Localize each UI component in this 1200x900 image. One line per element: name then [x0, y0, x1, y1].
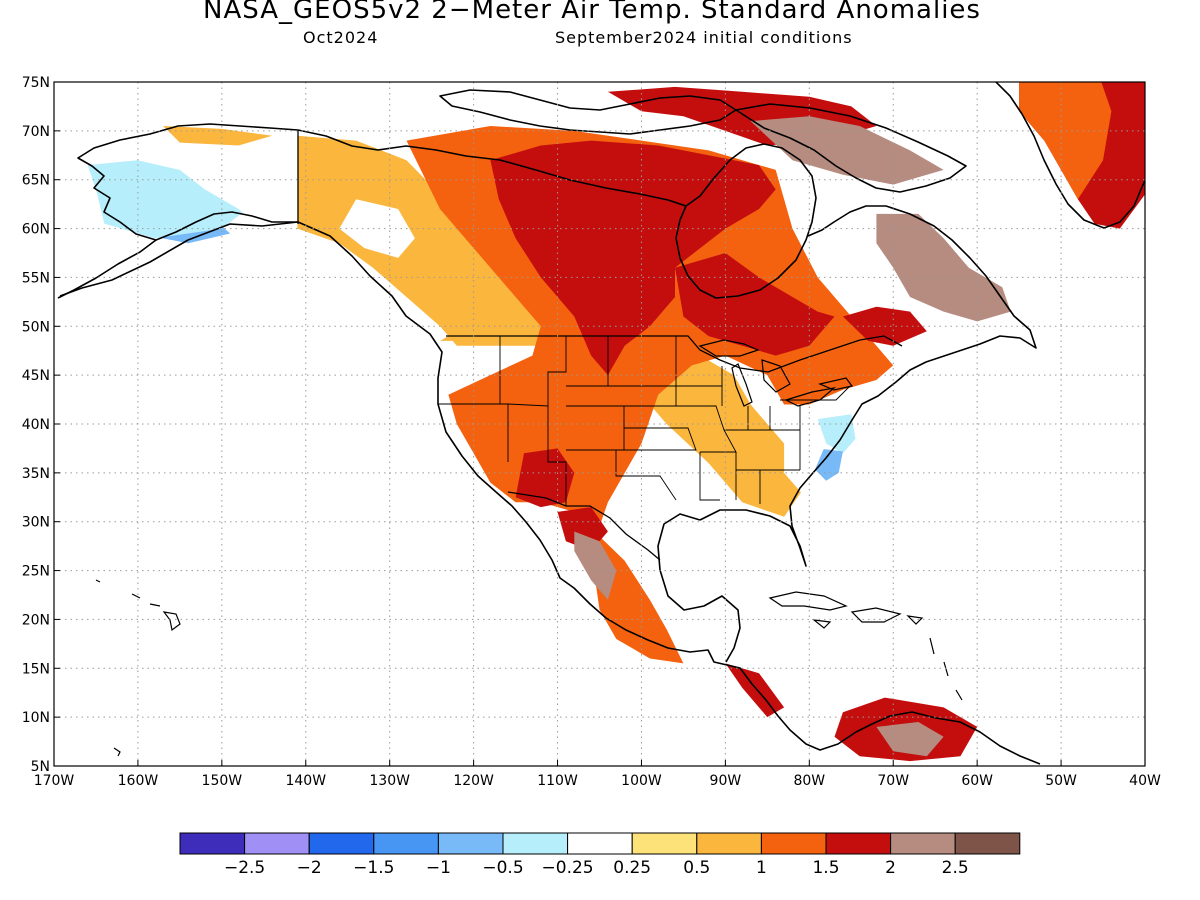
caribbean-islands — [768, 591, 963, 701]
lat-tick-label: 40N — [22, 417, 50, 433]
lat-tick-label: 50N — [22, 319, 50, 335]
lat-tick-label: 75N — [22, 75, 50, 91]
forecast-month: Oct2024 — [303, 28, 379, 47]
lon-tick-label: 120W — [453, 773, 494, 789]
legend-label: −2 — [297, 858, 322, 878]
lon-tick-label: 40W — [1129, 773, 1161, 789]
anomaly-region-canada-red-north — [490, 140, 776, 376]
alaska-peninsula — [57, 239, 157, 299]
legend-label: 0.25 — [613, 858, 651, 878]
lon-tick-label: 100W — [621, 773, 662, 789]
initial-conditions: September2024 initial conditions — [555, 28, 853, 47]
legend-label: −1.5 — [353, 858, 394, 878]
legend-swatch — [567, 832, 633, 855]
legend-swatch — [502, 832, 569, 855]
legend-swatch — [760, 832, 827, 855]
anomaly-region-alaska-north — [96, 121, 298, 229]
lat-tick-label: 25N — [22, 564, 50, 580]
legend-label: 2 — [885, 858, 896, 878]
arctic-archipelago — [439, 89, 737, 135]
lon-tick-label: 90W — [710, 773, 742, 789]
legend-swatch — [437, 832, 504, 855]
us-canada-border — [446, 335, 903, 373]
lon-tick-label: 140W — [285, 773, 326, 789]
anomaly-region-appalachia-white — [784, 419, 827, 493]
lon-tick-label: 60W — [961, 773, 993, 789]
lon-tick-label: 160W — [118, 773, 159, 789]
legend-swatch — [954, 832, 1021, 855]
anomaly-region-bc-coast-white — [339, 199, 415, 258]
alaska-coast — [77, 123, 299, 241]
legend-swatch — [179, 832, 246, 855]
legend-label: −0.5 — [482, 858, 523, 878]
anomaly-shading — [87, 82, 1145, 762]
lat-tick-label: 5N — [31, 759, 50, 775]
legend-swatch — [244, 832, 310, 855]
lon-tick-label: 110W — [537, 773, 578, 789]
arctic-coast — [297, 129, 687, 207]
latitude-labels: 75N 70N 65N 60N 55N 50N 45N 40N 35N 30N 25N 20N 15N 1… — [22, 75, 60, 775]
lon-tick-label: 80W — [793, 773, 825, 789]
lat-tick-label: 15N — [22, 661, 50, 677]
legend-label: 1.5 — [812, 858, 839, 878]
map-title: NASA_GEOS5v2 2−Meter Air Temp. Standard … — [203, 0, 981, 25]
anomaly-region-western-us — [440, 306, 801, 517]
legend-label: 2.5 — [942, 858, 969, 878]
anomaly-region-greenland-orange — [1019, 82, 1112, 200]
anomaly-region-labrador-mauve — [876, 213, 1011, 322]
anomaly-region-yukon-bc — [297, 135, 541, 346]
lat-tick-label: 35N — [22, 466, 50, 482]
anomaly-region-hudson-bay-area — [675, 253, 835, 356]
greenland-coast — [995, 82, 1145, 229]
lon-tick-label: 70W — [877, 773, 909, 789]
lon-tick-label: 130W — [369, 773, 410, 789]
legend-label: −1 — [426, 858, 451, 878]
lat-tick-label: 70N — [22, 124, 50, 140]
hawaii-islands — [95, 579, 181, 632]
baffin-island — [735, 103, 967, 193]
legend-swatch — [631, 832, 698, 855]
lon-tick-label: 50W — [1045, 773, 1077, 789]
lon-tick-label: 170W — [34, 773, 75, 789]
legend-swatch — [825, 832, 892, 855]
anomaly-region-alaska-north-slope — [163, 126, 273, 146]
lat-tick-label: 30N — [22, 515, 50, 531]
anomaly-region-arctic-canada-orange — [406, 126, 894, 664]
legend-swatch — [696, 832, 762, 855]
anomaly-region-southwest-red — [515, 448, 575, 508]
legend-swatch — [373, 832, 439, 855]
lat-tick-label: 55N — [22, 270, 50, 286]
lat-tick-label: 45N — [22, 368, 50, 384]
anomaly-region-baffin-mauve — [750, 116, 944, 185]
florida-east-coast — [699, 205, 1037, 567]
lat-tick-label: 10N — [22, 710, 50, 726]
north-america-coastline — [59, 221, 1041, 765]
lat-tick-label: 60N — [22, 222, 50, 238]
us-mexico-border — [507, 491, 661, 561]
state-boundaries — [438, 336, 851, 506]
anomaly-region-mexico-sierra-mauve — [574, 531, 617, 600]
legend-label: −0.25 — [542, 858, 594, 878]
hudson-bay-coast — [675, 143, 817, 299]
great-lakes — [698, 339, 854, 407]
coastlines — [57, 82, 1145, 765]
lat-tick-label: 20N — [22, 612, 50, 628]
lat-tick-label: 65N — [22, 173, 50, 189]
gulf-coast — [657, 513, 741, 663]
legend-label: 0.5 — [683, 858, 710, 878]
legend-swatch — [308, 832, 375, 855]
lon-tick-label: 150W — [202, 773, 243, 789]
color-legend: −2.5 −2 −1.5 −1 −0.5 −0.25 0.25 0.5 1 1.5 2 2.5 — [179, 832, 1021, 878]
legend-label: −2.5 — [224, 858, 265, 878]
anomaly-region-alaska-west — [87, 160, 247, 239]
legend-label: 1 — [756, 858, 767, 878]
graticule — [54, 82, 1145, 766]
clipperton-island — [113, 747, 121, 757]
legend-swatch — [890, 832, 956, 855]
longitude-labels: 170W 160W 150W 140W 130W 120W 110W 100W 90W 80W 70… — [34, 760, 1161, 789]
